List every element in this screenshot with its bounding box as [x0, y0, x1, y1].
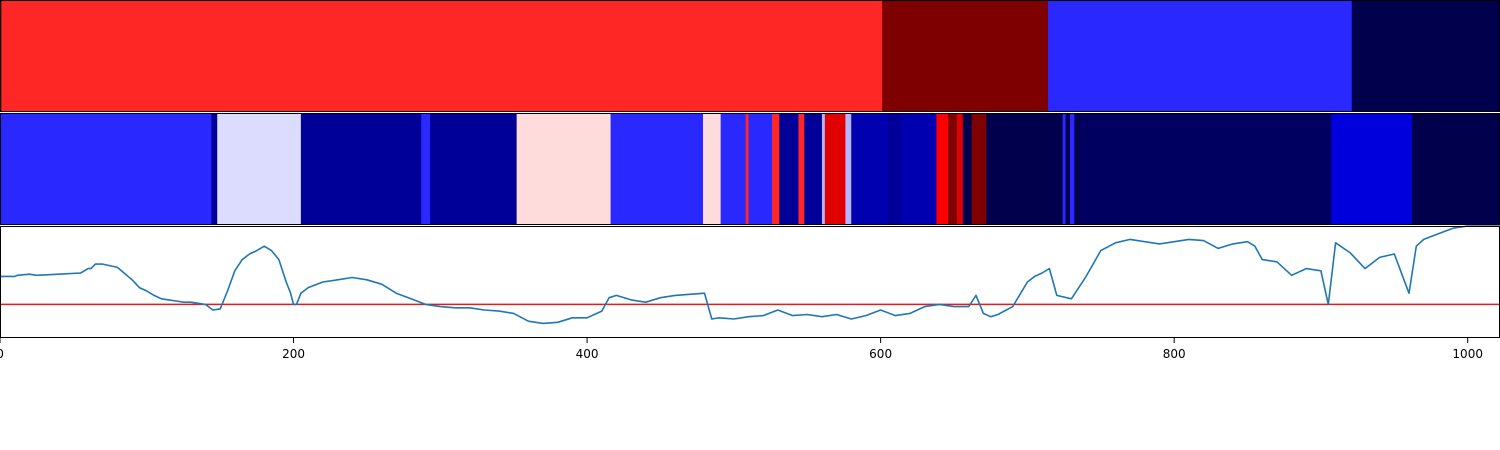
state-segment — [430, 113, 518, 225]
state-segment — [1062, 113, 1066, 225]
state-segment — [779, 113, 799, 225]
state-segment — [1047, 0, 1353, 112]
signal-series-line — [0, 225, 1500, 325]
x-tick-label: 600 — [869, 347, 892, 361]
state-segment — [748, 113, 773, 225]
x-tick-label: 400 — [576, 347, 599, 361]
state-segment — [845, 113, 852, 225]
state-segment — [516, 113, 611, 225]
state-segment — [901, 113, 937, 225]
state-segment — [610, 113, 704, 225]
state-segment — [971, 113, 987, 225]
x-axis: 0 200 400 600 800 1000 — [0, 338, 1483, 361]
x-tick-label: 800 — [1163, 347, 1186, 361]
state-segment — [948, 113, 958, 225]
middle-state-bar-panel — [0, 113, 1500, 225]
state-segment — [821, 113, 826, 225]
state-segment — [772, 113, 780, 225]
state-segment — [798, 113, 805, 225]
x-tick-label: 1000 — [1452, 347, 1483, 361]
state-segment — [1065, 113, 1071, 225]
x-tick-label: 200 — [282, 347, 305, 361]
state-segment — [851, 113, 889, 225]
state-segment — [882, 0, 1049, 112]
signal-line-panel — [0, 225, 1500, 338]
x-tick-label: 0 — [0, 347, 4, 361]
state-segment — [824, 113, 846, 225]
top-state-bar-panel — [0, 0, 1500, 112]
state-segment — [217, 113, 302, 225]
state-segment — [956, 113, 964, 225]
state-segment — [1069, 113, 1075, 225]
state-segment — [962, 113, 973, 225]
state-segment — [936, 113, 949, 225]
state-segment — [986, 113, 1064, 225]
state-segment — [1, 0, 883, 112]
state-segment — [745, 113, 749, 225]
state-segment — [1074, 113, 1081, 225]
state-segment — [1331, 113, 1413, 225]
state-segment — [720, 113, 746, 225]
plot-background — [0, 226, 1500, 338]
state-segment — [804, 113, 823, 225]
state-segment — [703, 113, 722, 225]
state-segment — [300, 113, 422, 225]
state-segment — [1080, 113, 1332, 225]
state-segment — [211, 113, 218, 225]
state-segment — [1351, 0, 1500, 112]
state-segment — [887, 113, 902, 225]
state-segment — [1411, 113, 1500, 225]
state-segment — [0, 113, 212, 225]
state-segment — [421, 113, 431, 225]
